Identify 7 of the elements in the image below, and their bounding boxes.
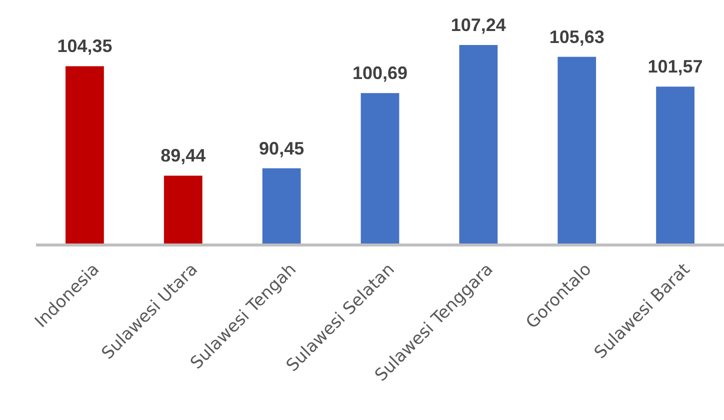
data-label: 107,24: [450, 15, 506, 35]
data-label: 100,69: [352, 63, 408, 84]
data-label: 104,35: [57, 36, 112, 56]
data-label: 101,57: [648, 56, 703, 77]
data-label: 105,63: [549, 26, 604, 47]
data-label: 89,44: [160, 146, 206, 166]
data-label: 90,45: [259, 138, 304, 158]
